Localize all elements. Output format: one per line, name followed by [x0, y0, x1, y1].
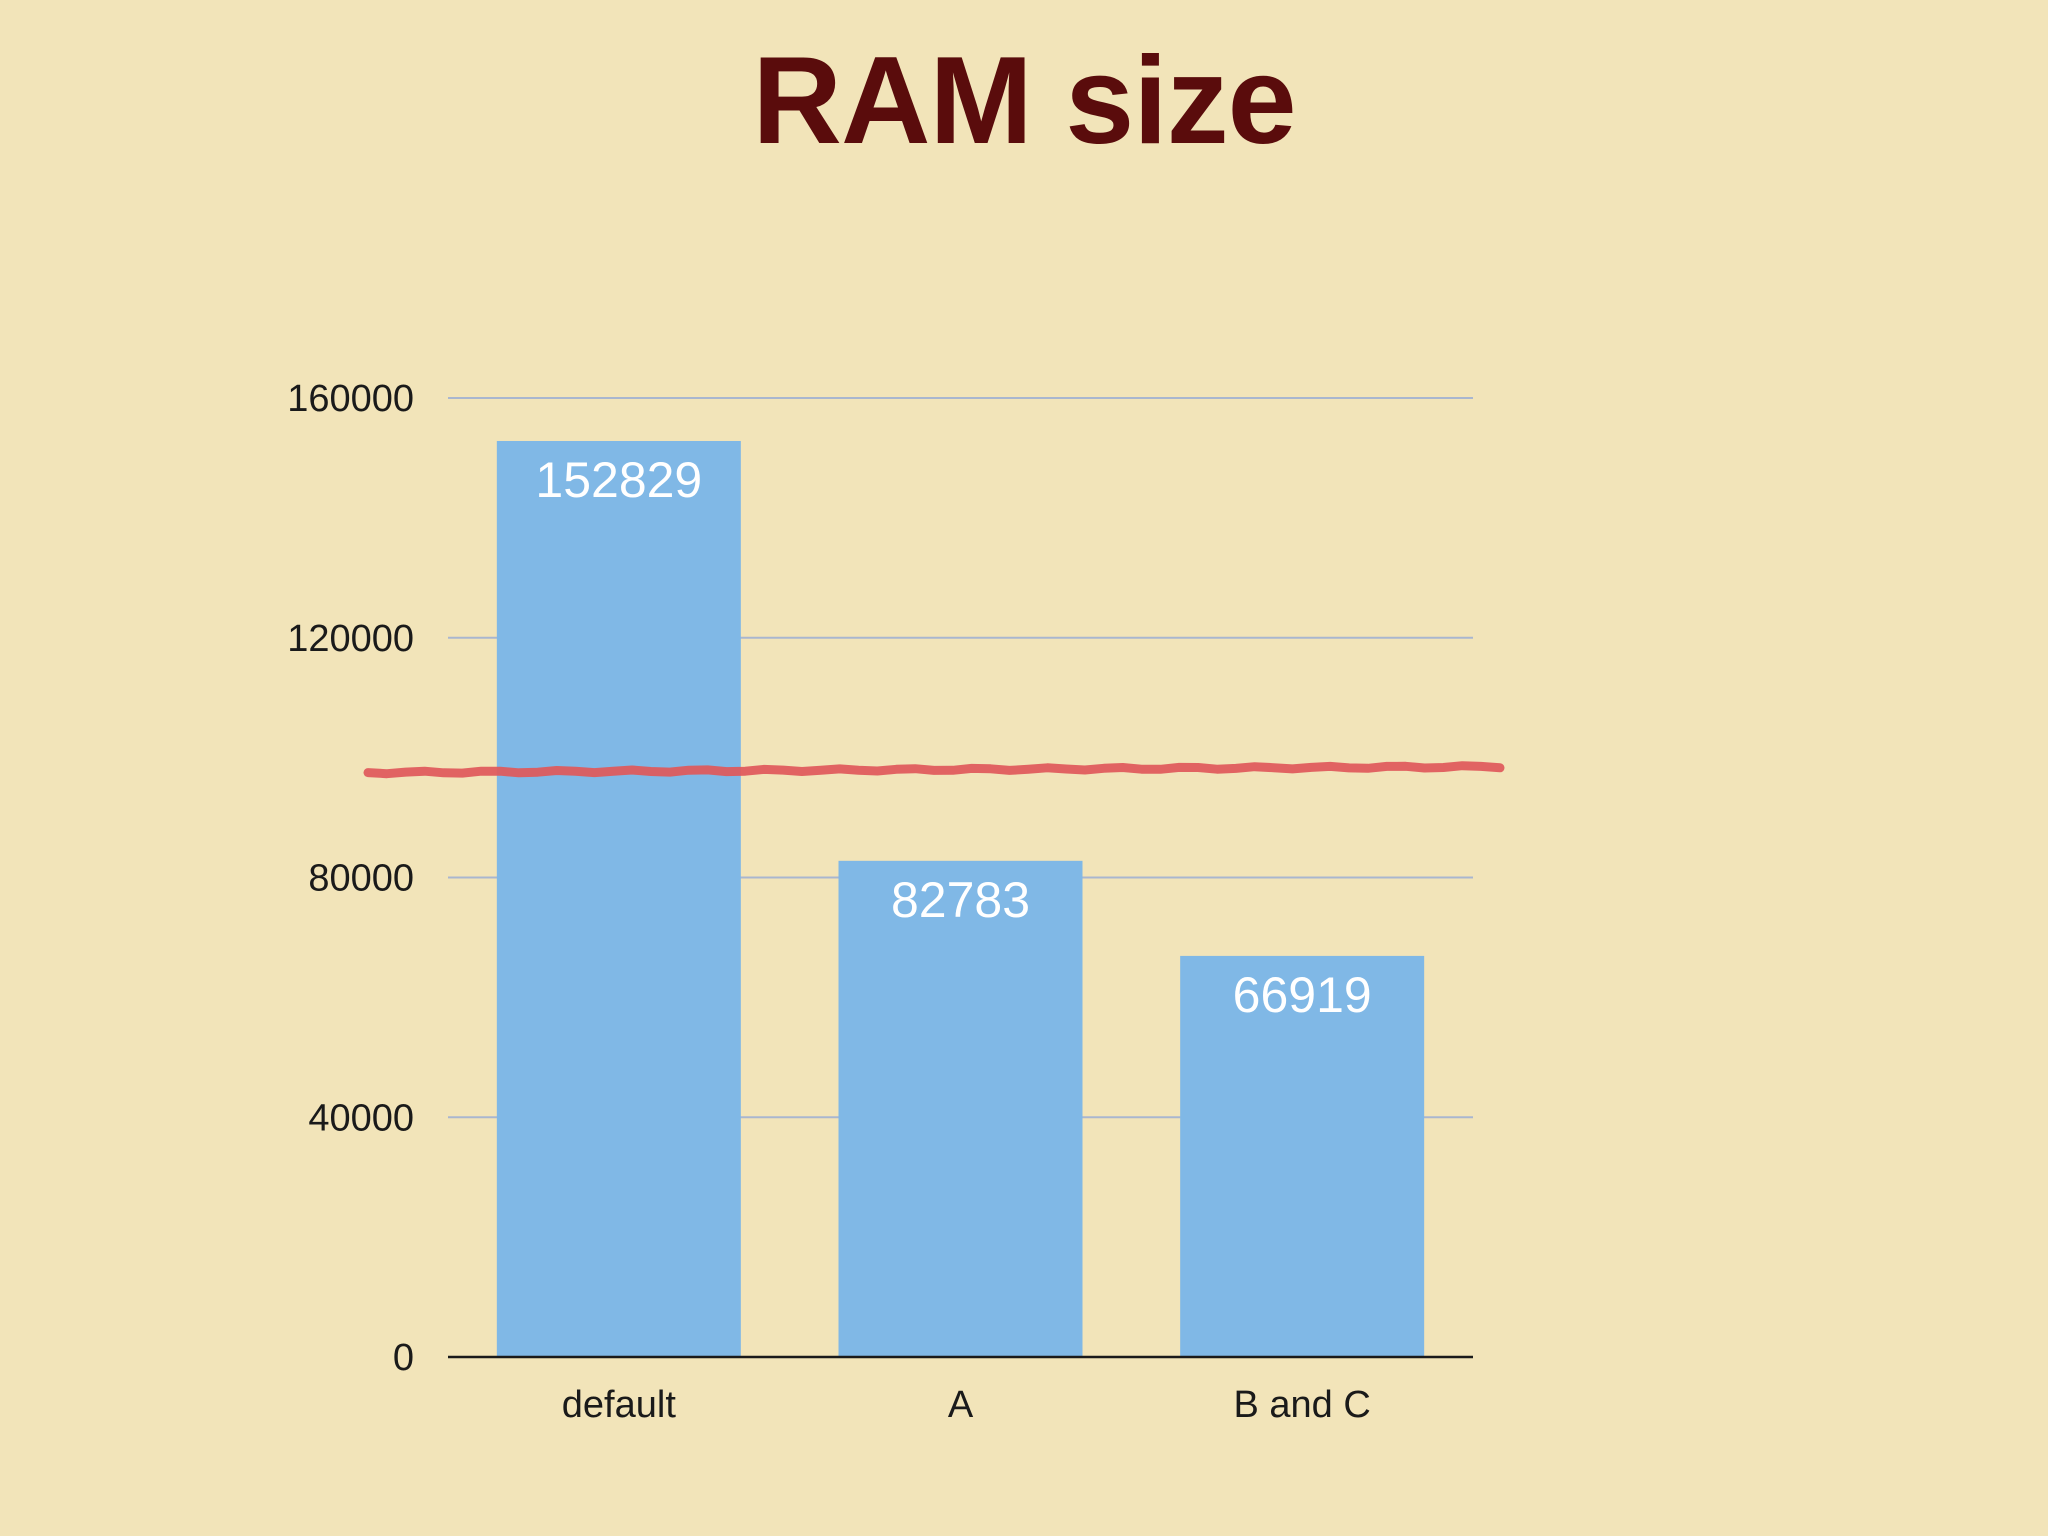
bars — [496, 440, 1425, 1357]
x-axis-ticks: default A B and C — [562, 1384, 1371, 1426]
y-tick-label: 160000 — [287, 378, 414, 420]
x-tick-label: A — [948, 1384, 974, 1426]
bar-default — [496, 440, 741, 1357]
y-tick-label: 80000 — [308, 858, 414, 900]
bar-a — [838, 860, 1083, 1357]
threshold-line — [363, 761, 1505, 779]
y-tick-label: 120000 — [287, 618, 414, 660]
x-tick-label: B and C — [1234, 1384, 1371, 1426]
bar-b-and-c — [1180, 955, 1425, 1357]
y-tick-label: 0 — [393, 1337, 414, 1379]
threshold-line-stroke — [363, 761, 1505, 779]
data-label: 82783 — [891, 872, 1030, 928]
y-axis-ticks: 0 40000 80000 120000 160000 — [287, 378, 414, 1379]
data-label: 152829 — [535, 452, 702, 508]
x-tick-label: default — [562, 1384, 677, 1426]
data-labels: 152829 82783 66919 — [535, 452, 1371, 1023]
y-tick-label: 40000 — [308, 1097, 414, 1139]
data-label: 66919 — [1233, 967, 1372, 1023]
chart-title: RAM size — [752, 32, 1296, 170]
